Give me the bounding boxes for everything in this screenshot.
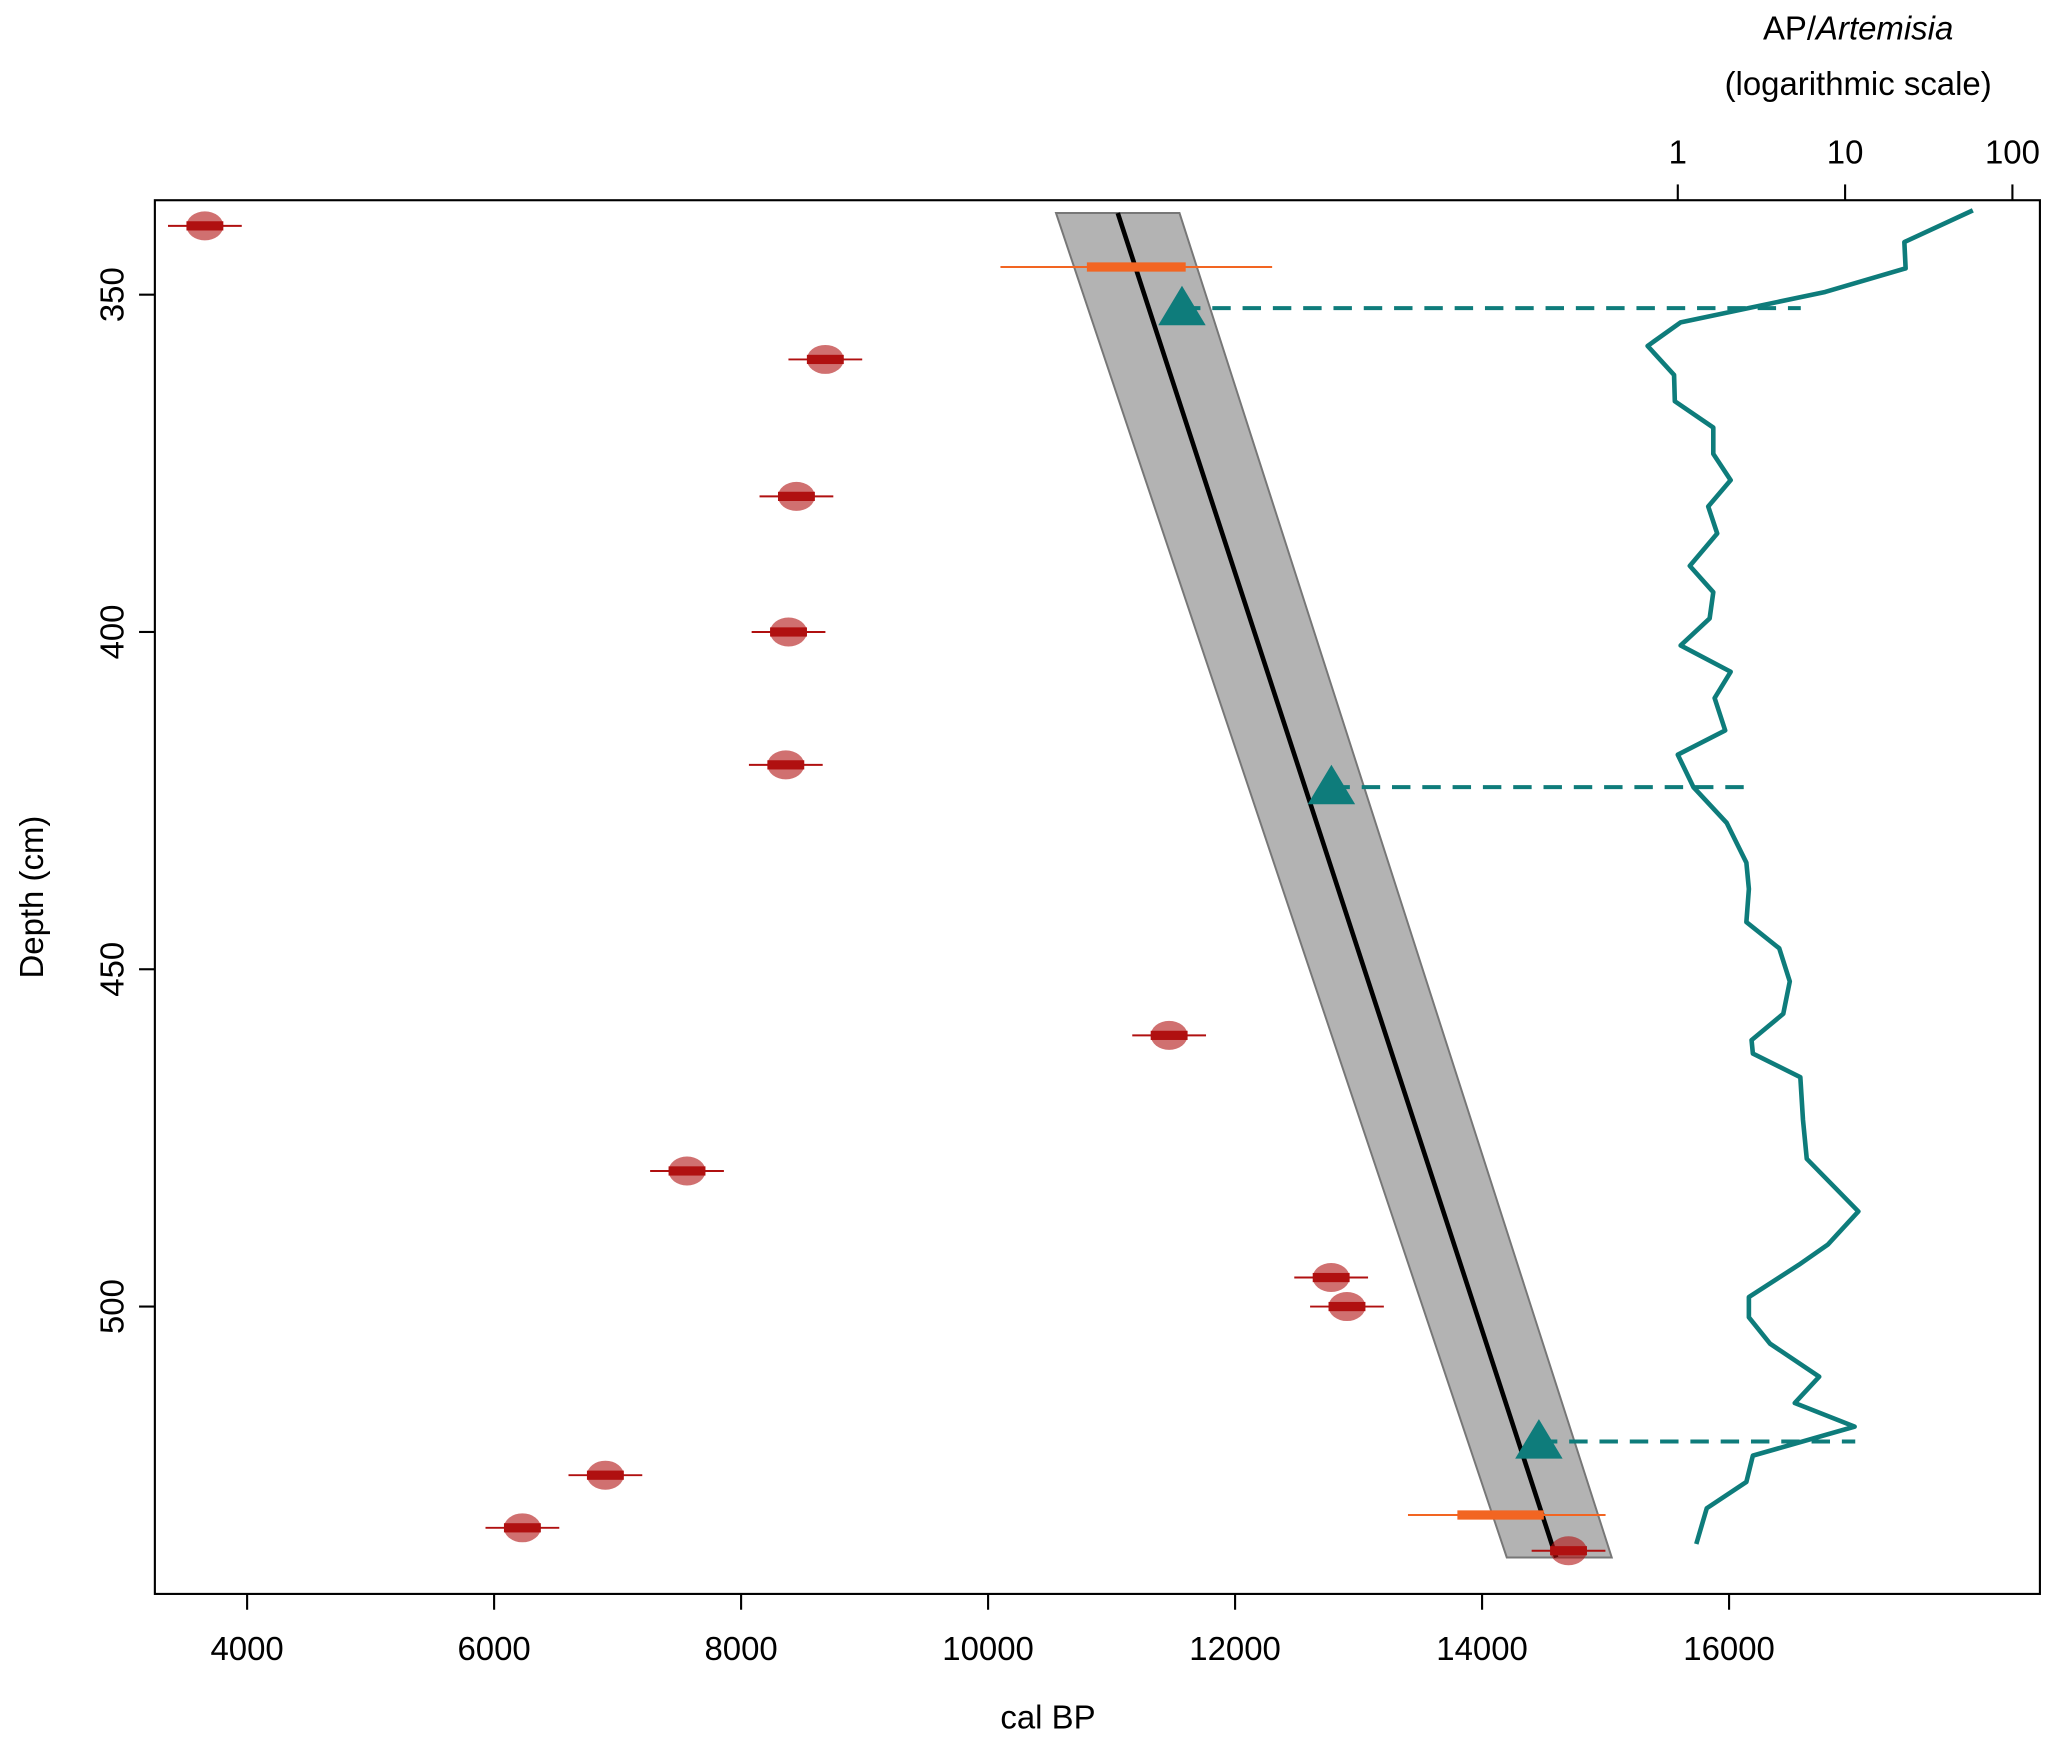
- x2-label-part: AP/: [1763, 10, 1817, 47]
- x-tick-label: 6000: [457, 1630, 530, 1667]
- x2-axis-label: AP/Artemisia: [1763, 10, 1953, 47]
- x-tick-label: 10000: [942, 1630, 1034, 1667]
- date-core: [1150, 1030, 1188, 1040]
- tie-point: [1307, 764, 1356, 805]
- date-core: [806, 354, 844, 365]
- x-tick-label: 16000: [1683, 1630, 1775, 1667]
- x-tick-label: 14000: [1436, 1630, 1528, 1667]
- ap-curve: [1645, 208, 1974, 1545]
- date-core: [777, 491, 815, 501]
- date-core: [770, 627, 807, 637]
- date-core: [767, 760, 805, 770]
- date-core: [186, 221, 224, 231]
- date-core: [1550, 1546, 1587, 1556]
- model-range: [1054, 212, 1614, 1559]
- y-tick-label: 500: [93, 1279, 130, 1334]
- date-core: [503, 1523, 541, 1533]
- date-core: [586, 1470, 624, 1480]
- tie-point: [1515, 1419, 1563, 1459]
- x-tick-label: 8000: [704, 1630, 777, 1667]
- y-tick-label: 400: [93, 604, 130, 659]
- tie-point: [1158, 285, 1206, 326]
- x-tick-label: 12000: [1189, 1630, 1281, 1667]
- y-axis-label: Depth (cm): [13, 816, 50, 979]
- date-core: [1312, 1272, 1350, 1283]
- y-tick-label: 350: [93, 267, 130, 322]
- x2-tick-label: 100: [1985, 133, 2040, 170]
- x-axis-label: cal BP: [1000, 1698, 1095, 1735]
- model-median: [1115, 212, 1559, 1559]
- plot-frame: [153, 199, 2041, 1595]
- x2-tick-label: 10: [1827, 133, 1864, 170]
- x2-label-part: Artemisia: [1814, 10, 1953, 47]
- date-core: [668, 1166, 706, 1176]
- y-tick-label: 450: [93, 942, 130, 997]
- x-tick-label: 4000: [210, 1630, 283, 1667]
- x2-tick-label: 1: [1669, 133, 1687, 170]
- x2-axis-sublabel: (logarithmic scale): [1725, 65, 1992, 102]
- date-core: [1328, 1301, 1366, 1312]
